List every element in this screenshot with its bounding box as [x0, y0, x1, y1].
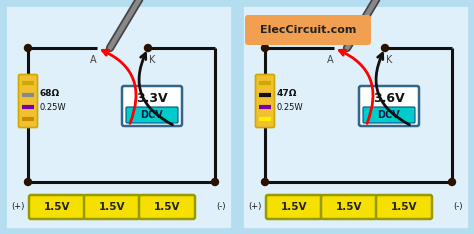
Text: 1.5V: 1.5V	[391, 202, 417, 212]
FancyBboxPatch shape	[139, 195, 195, 219]
FancyBboxPatch shape	[376, 195, 432, 219]
Text: 0.25W: 0.25W	[277, 103, 304, 113]
FancyBboxPatch shape	[18, 74, 37, 128]
FancyBboxPatch shape	[359, 86, 419, 126]
Text: K: K	[386, 55, 392, 65]
FancyBboxPatch shape	[321, 195, 377, 219]
Text: 1.5V: 1.5V	[154, 202, 180, 212]
FancyBboxPatch shape	[5, 5, 232, 229]
Text: K: K	[149, 55, 155, 65]
Circle shape	[382, 44, 389, 51]
Text: 47Ω: 47Ω	[277, 89, 297, 99]
Circle shape	[145, 44, 152, 51]
Circle shape	[262, 44, 268, 51]
Circle shape	[25, 44, 31, 51]
FancyBboxPatch shape	[126, 107, 178, 123]
Text: DCV: DCV	[141, 110, 164, 120]
Circle shape	[262, 179, 268, 186]
FancyBboxPatch shape	[266, 195, 322, 219]
Text: 1.5V: 1.5V	[99, 202, 125, 212]
Text: 1.5V: 1.5V	[336, 202, 362, 212]
FancyBboxPatch shape	[242, 5, 469, 229]
FancyBboxPatch shape	[84, 195, 140, 219]
FancyBboxPatch shape	[363, 107, 415, 123]
Text: 0.25W: 0.25W	[40, 103, 67, 113]
FancyBboxPatch shape	[245, 15, 371, 45]
FancyBboxPatch shape	[122, 86, 182, 126]
Circle shape	[448, 179, 456, 186]
Circle shape	[211, 179, 219, 186]
Text: (-): (-)	[453, 202, 463, 212]
Text: 1.5V: 1.5V	[281, 202, 307, 212]
Text: 68Ω: 68Ω	[40, 89, 60, 99]
Text: A: A	[327, 55, 333, 65]
Text: DCV: DCV	[378, 110, 401, 120]
Text: A: A	[90, 55, 96, 65]
Text: 3.3V: 3.3V	[136, 91, 168, 105]
Text: 1.5V: 1.5V	[44, 202, 70, 212]
Text: 3.6V: 3.6V	[373, 91, 405, 105]
FancyBboxPatch shape	[29, 195, 85, 219]
Text: ElecCircuit.com: ElecCircuit.com	[260, 25, 356, 35]
Text: (-): (-)	[216, 202, 226, 212]
FancyBboxPatch shape	[255, 74, 274, 128]
Text: (+): (+)	[248, 202, 262, 212]
Text: (+): (+)	[11, 202, 25, 212]
Circle shape	[25, 179, 31, 186]
